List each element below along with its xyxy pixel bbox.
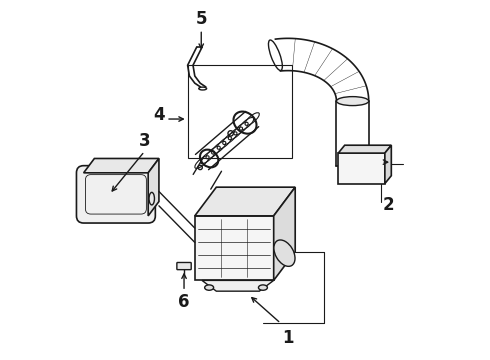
Ellipse shape	[258, 285, 268, 290]
FancyBboxPatch shape	[76, 166, 155, 223]
Ellipse shape	[149, 192, 154, 205]
Ellipse shape	[205, 285, 214, 290]
Polygon shape	[202, 280, 274, 291]
Polygon shape	[195, 187, 295, 216]
Polygon shape	[274, 187, 295, 280]
Polygon shape	[84, 158, 159, 173]
FancyBboxPatch shape	[177, 262, 191, 270]
Ellipse shape	[337, 96, 368, 105]
Polygon shape	[148, 158, 159, 216]
Ellipse shape	[274, 240, 295, 266]
Text: 1: 1	[282, 329, 294, 347]
Text: 6: 6	[178, 293, 190, 311]
Text: 4: 4	[153, 107, 165, 125]
Text: 5: 5	[196, 10, 207, 28]
Polygon shape	[338, 145, 392, 153]
Text: 2: 2	[383, 196, 394, 214]
Polygon shape	[195, 216, 274, 280]
Polygon shape	[338, 153, 385, 184]
Polygon shape	[385, 145, 392, 184]
Text: 3: 3	[139, 131, 150, 149]
